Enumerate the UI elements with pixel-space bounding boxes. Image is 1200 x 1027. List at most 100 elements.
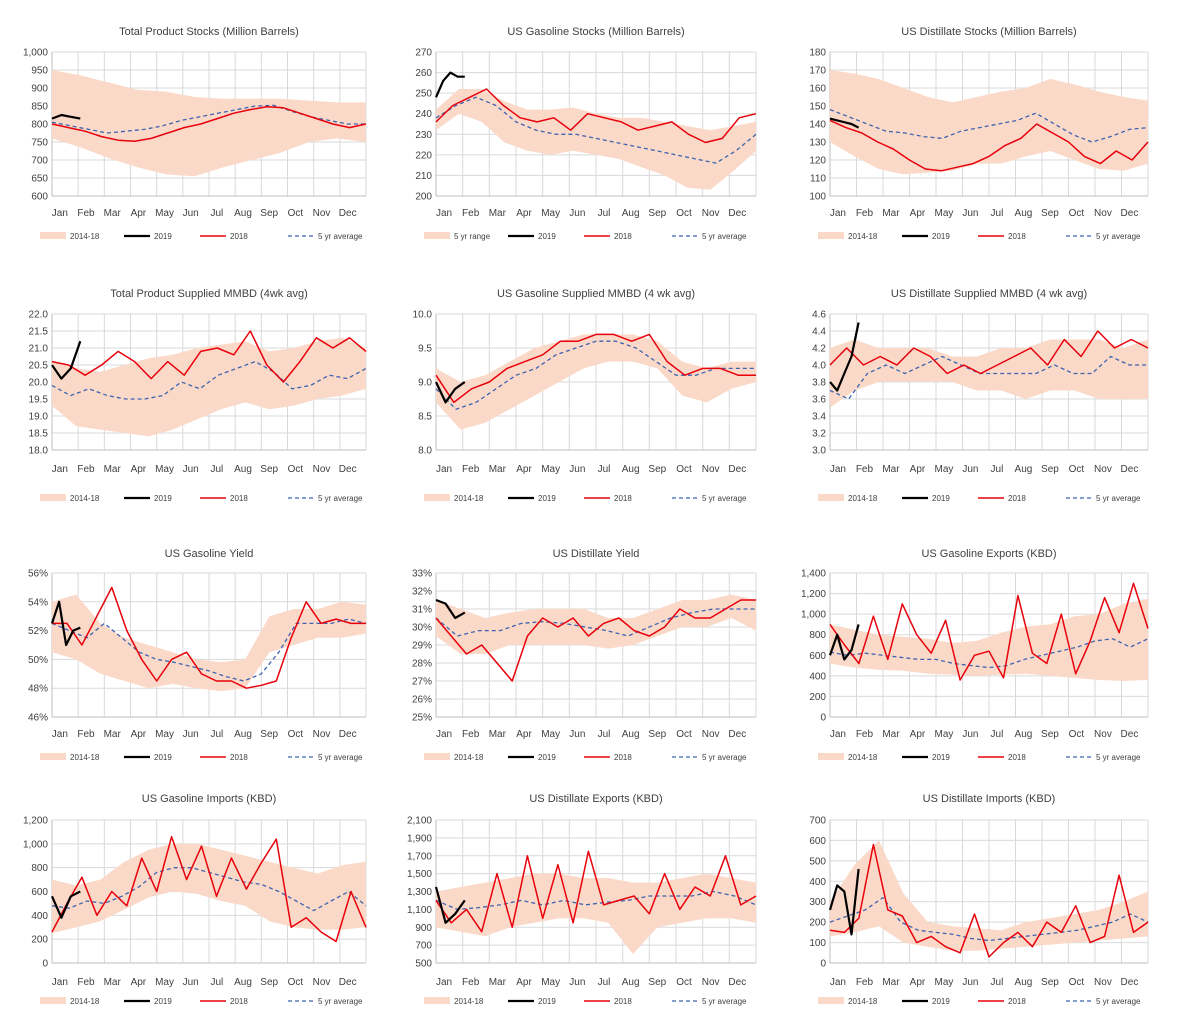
y-tick-label: 1,000 [23,839,48,850]
x-tick-label: Jul [210,464,223,475]
y-tick-label: 300 [809,897,826,908]
y-tick-label: 18.0 [29,446,49,457]
x-tick-label: Jan [830,729,846,740]
x-tick-label: May [155,464,174,475]
legend-label: 2018 [614,997,632,1006]
x-tick-label: Sep [1041,729,1059,740]
x-tick-label: Dec [1121,464,1139,475]
x-tick-label: Sep [1041,464,1059,475]
y-tick-label: 48% [28,684,48,695]
range-band [436,873,756,955]
x-tick-label: Sep [260,729,278,740]
x-tick-label: Apr [910,208,926,219]
y-tick-label: 25% [412,713,432,724]
legend-swatch-band [40,494,66,501]
x-tick-label: Dec [1121,729,1139,740]
legend-label: 2014-18 [454,494,484,503]
legend-label: 2019 [932,232,950,241]
y-tick-label: 650 [31,174,48,185]
y-tick-label: 1,400 [801,569,826,580]
y-tick-label: 21.5 [29,327,49,338]
legend-label: 2014-18 [70,753,100,762]
y-tick-label: 20.0 [29,378,49,389]
legend-label: 5 yr average [1096,753,1141,762]
range-band [52,70,366,177]
legend-swatch-band [818,232,844,239]
y-tick-label: 9.0 [418,378,432,389]
y-tick-label: 1,000 [801,610,826,621]
y-tick-label: 800 [809,630,826,641]
x-tick-label: Apr [516,208,532,219]
x-tick-label: Apr [131,729,147,740]
range-band [830,840,1148,951]
x-tick-label: Apr [516,464,532,475]
chart-title: Total Product Stocks (Million Barrels) [119,26,299,38]
y-tick-label: 30% [412,623,432,634]
x-tick-label: Jun [569,729,585,740]
y-tick-label: 120 [809,156,826,167]
legend-label: 2019 [154,753,172,762]
x-tick-label: Mar [104,729,122,740]
x-tick-label: May [155,729,174,740]
x-tick-label: Oct [1069,977,1085,988]
y-tick-label: 950 [31,66,48,77]
x-tick-label: Mar [489,208,507,219]
y-tick-label: 240 [415,109,432,120]
x-tick-label: Jun [183,464,199,475]
legend-label: 2014-18 [848,232,878,241]
x-tick-label: Nov [1094,729,1112,740]
y-tick-label: 26% [412,695,432,706]
y-tick-label: 200 [415,192,432,203]
x-tick-label: Dec [339,729,357,740]
y-tick-label: 2,100 [407,816,432,827]
series-2019 [435,598,466,620]
chart-panel: US Distillate Yield 25% 26% 27% 28% 29% 30% 31%… [412,548,757,762]
y-tick-label: 500 [809,856,826,867]
x-tick-label: Aug [234,729,252,740]
y-tick-label: 150 [809,102,826,113]
x-tick-label: Jul [210,977,223,988]
x-tick-label: Oct [1069,208,1085,219]
x-tick-label: Feb [856,729,874,740]
x-tick-label: Nov [1094,208,1112,219]
chart-panel: US Distillate Exports (KBD) 500 700 900 1,10… [407,793,757,1006]
series-5yr-average [829,355,1148,400]
x-tick-label: Sep [260,208,278,219]
x-tick-label: Jan [436,208,452,219]
x-tick-label: Mar [489,729,507,740]
x-tick-label: Sep [648,208,666,219]
y-tick-label: 400 [809,671,826,682]
legend-label: 2019 [538,494,556,503]
series-2018 [829,119,1149,172]
legend-label: 5 yr average [702,753,747,762]
x-tick-label: Oct [676,729,692,740]
x-tick-label: Jun [962,464,978,475]
x-tick-label: Oct [288,729,304,740]
y-tick-label: 50% [28,655,48,666]
series-2018 [829,330,1149,375]
y-tick-label: 600 [809,651,826,662]
y-tick-label: 500 [415,959,432,970]
legend-swatch-band [424,997,450,1004]
y-tick-label: 110 [810,174,826,185]
x-tick-label: Jun [962,977,978,988]
legend-label: 2018 [230,753,248,762]
chart-title: US Gasoline Yield [165,548,254,560]
chart-panel: US Gasoline Supplied MMBD (4 wk avg) 8.0 8… [413,288,757,503]
legend-swatch-band [818,997,844,1004]
x-tick-label: Aug [1015,977,1033,988]
x-tick-label: Apr [516,729,532,740]
legend-label: 2014-18 [454,997,484,1006]
y-tick-label: 1,100 [407,905,432,916]
legend-swatch-band [818,753,844,760]
x-tick-label: Jul [598,208,611,219]
legend-label: 2014-18 [70,494,100,503]
y-tick-label: 1,200 [801,589,826,600]
x-tick-label: Nov [313,729,331,740]
chart-title: US Gasoline Exports (KBD) [921,548,1056,560]
series-2018 [829,582,1149,681]
series-2019 [435,381,466,404]
series-2019 [829,322,860,392]
range-band [830,70,1148,175]
x-tick-label: Nov [702,729,720,740]
